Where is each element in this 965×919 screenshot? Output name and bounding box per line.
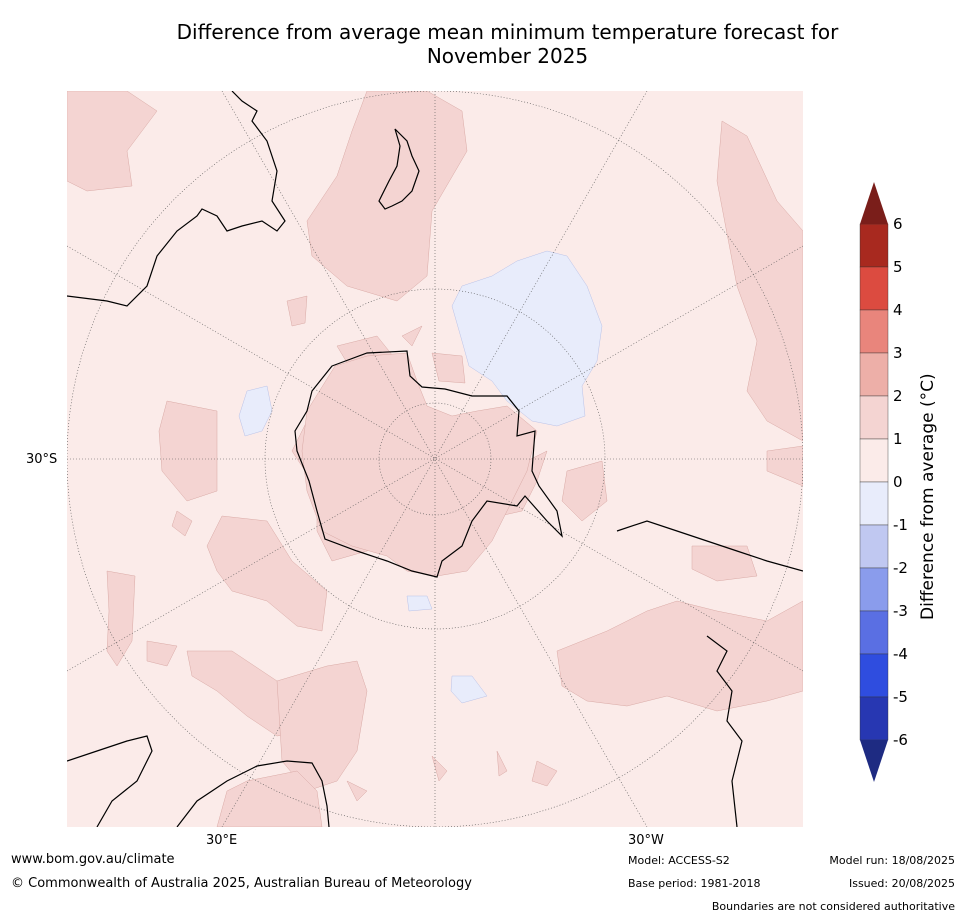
colorbar-tick-label: 4: [893, 301, 903, 319]
antarctica-coast: [294, 350, 563, 578]
colorbar-tick-label: -2: [893, 559, 908, 577]
antarctica-region: [301, 352, 538, 577]
footer-disclaimer: Boundaries are not considered authoritat…: [711, 900, 955, 913]
colorbar-tick-label: 3: [893, 344, 903, 362]
map-title: Difference from average mean minimum tem…: [0, 20, 965, 68]
colorbar-band: [859, 524, 889, 569]
colorbar-band: [859, 309, 889, 354]
colorbar-band: [859, 223, 889, 268]
title-line-2: November 2025: [426, 44, 589, 68]
colorbar-band: [859, 610, 889, 655]
new-zealand-coast: [378, 128, 420, 210]
lon-label-30w: 30°W: [628, 833, 664, 848]
anomaly-cool-regions: [238, 250, 603, 704]
africa-coast: [67, 735, 330, 827]
colorbar-band: [859, 696, 889, 741]
colorbar-tick-label: 6: [893, 215, 903, 233]
coastlines: [67, 91, 803, 827]
footer-model: Model: ACCESS-S2: [628, 854, 730, 867]
colorbar-band: [859, 352, 889, 397]
south-america-coast: [616, 520, 803, 827]
footer-website[interactable]: www.bom.gov.au/climate: [11, 852, 175, 867]
australia-coast: [67, 91, 286, 307]
colorbar-band: [859, 395, 889, 440]
colorbar-tick-label: 0: [893, 473, 903, 491]
colorbar-swatches: [859, 182, 889, 782]
polar-map: [67, 91, 803, 827]
footer-base-period: Base period: 1981-2018: [628, 877, 761, 890]
footer-issued: Issued: 20/08/2025: [848, 877, 955, 890]
title-line-1: Difference from average mean minimum tem…: [176, 20, 839, 44]
colorbar-tick-label: -4: [893, 645, 908, 663]
colorbar-tick-label: -3: [893, 602, 908, 620]
colorbar-extend-up: [860, 182, 888, 224]
colorbar-tick-label: 1: [893, 430, 903, 448]
colorbar-band: [859, 266, 889, 311]
graticule: [67, 91, 803, 827]
footer-copyright: © Commonwealth of Australia 2025, Austra…: [11, 876, 472, 891]
colorbar-band: [859, 438, 889, 483]
colorbar-band: [859, 567, 889, 612]
colorbar-tick-label: 5: [893, 258, 903, 276]
colorbar-title: Difference from average (°C): [918, 373, 938, 620]
colorbar-band: [859, 481, 889, 526]
colorbar-tick-label: -6: [893, 731, 908, 749]
lon-label-30e: 30°E: [206, 833, 238, 848]
colorbar-band: [859, 653, 889, 698]
lat-label-30s: 30°S: [26, 452, 58, 467]
colorbar-extend-down: [860, 740, 888, 782]
footer-model-run: Model run: 18/08/2025: [829, 854, 955, 867]
colorbar-tick-label: -5: [893, 688, 908, 706]
colorbar-tick-label: 2: [893, 387, 903, 405]
colorbar-tick-label: -1: [893, 516, 908, 534]
